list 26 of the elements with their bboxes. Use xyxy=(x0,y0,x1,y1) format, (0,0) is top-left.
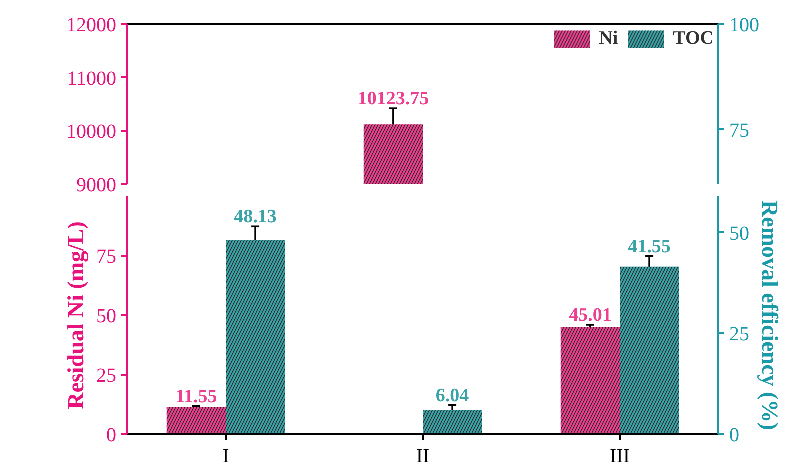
y2-axis-title: Removal efficiency (%) xyxy=(758,200,782,430)
data-label: 6.04 xyxy=(436,385,470,406)
y-tick-label: 9000 xyxy=(76,174,116,196)
legend-label: Ni xyxy=(599,28,620,50)
legend-label: TOC xyxy=(673,28,714,50)
y-tick-label: 75 xyxy=(96,246,116,268)
y2-tick-label: 25 xyxy=(730,324,750,346)
x-tick-label: II xyxy=(416,446,430,468)
x-tick-label: I xyxy=(222,446,230,468)
y-axis-title: Residual Ni (mg/L) xyxy=(64,222,90,410)
data-label: 10123.75 xyxy=(358,88,430,110)
data-label: 11.55 xyxy=(176,386,218,408)
y2-tick-label: 75 xyxy=(730,120,750,142)
y2-tick-label: 50 xyxy=(730,222,750,245)
y-tick-label: 12000 xyxy=(66,14,116,36)
y-tick-label: 25 xyxy=(96,365,116,387)
data-label: 41.55 xyxy=(628,236,671,258)
y2-tick-label: 0 xyxy=(730,424,740,446)
y-tick-label: 50 xyxy=(96,306,116,328)
y2-tick-label: 100 xyxy=(730,14,760,36)
x-tick-label: III xyxy=(610,446,630,468)
y-tick-label: 0 xyxy=(106,424,116,446)
y-tick-label: 11000 xyxy=(67,68,117,90)
y-tick-label: 10000 xyxy=(66,121,116,144)
data-label: 48.13 xyxy=(234,206,277,228)
data-label: 45.01 xyxy=(569,304,612,326)
